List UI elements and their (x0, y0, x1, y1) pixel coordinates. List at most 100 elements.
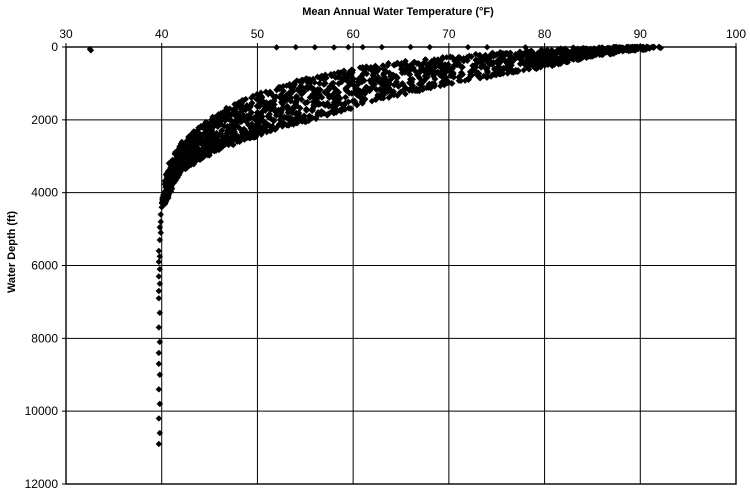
data-point (249, 92, 257, 100)
data-point (527, 49, 534, 56)
data-point (497, 53, 505, 61)
data-point (334, 69, 342, 76)
data-point (318, 93, 326, 101)
data-point (223, 133, 231, 141)
data-point (343, 77, 351, 85)
data-point (379, 62, 387, 70)
data-point (262, 88, 270, 96)
data-point (501, 57, 509, 65)
data-point (225, 115, 233, 123)
data-point (410, 58, 418, 66)
data-point (245, 121, 252, 129)
data-point (155, 360, 163, 368)
data-point (267, 99, 274, 107)
data-point (166, 171, 174, 178)
data-point (349, 75, 357, 83)
data-point (393, 60, 400, 68)
data-point (211, 147, 218, 155)
data-point (564, 58, 571, 66)
data-point (267, 89, 275, 97)
data-point (296, 116, 303, 124)
data-point (223, 129, 231, 137)
data-point (418, 61, 426, 69)
data-point (443, 54, 450, 61)
data-point (168, 158, 176, 165)
data-point (287, 97, 295, 105)
data-point (443, 66, 450, 74)
data-point (239, 127, 247, 135)
data-point (538, 46, 545, 53)
data-point (504, 70, 511, 77)
data-point (221, 117, 229, 125)
data-point (383, 62, 391, 69)
data-point (279, 123, 286, 130)
x-tick-label: 100 (726, 27, 746, 41)
data-point (374, 73, 382, 81)
data-point (392, 80, 399, 88)
data-point (249, 126, 257, 134)
data-point (344, 98, 352, 106)
data-point (321, 88, 329, 96)
data-point (218, 132, 225, 139)
data-point (637, 45, 644, 52)
data-point (609, 50, 616, 57)
data-point (322, 72, 329, 79)
data-point (285, 122, 293, 129)
data-point (242, 135, 249, 142)
data-point (368, 84, 376, 92)
data-point (211, 131, 218, 139)
data-point (176, 169, 184, 176)
data-point (337, 108, 345, 115)
data-point (387, 92, 394, 100)
data-point (481, 51, 489, 59)
data-point (467, 71, 475, 79)
data-point (377, 87, 385, 95)
data-point (288, 109, 296, 117)
data-point (409, 75, 416, 83)
x-tick-label: 60 (346, 27, 360, 41)
data-point (420, 77, 428, 85)
data-point (520, 66, 527, 74)
data-point (238, 118, 245, 126)
data-point (184, 145, 192, 153)
data-point (354, 85, 362, 93)
data-point (423, 73, 431, 81)
data-point (221, 112, 229, 120)
data-point (437, 60, 445, 68)
data-point (318, 109, 325, 117)
data-point (474, 69, 482, 77)
data-point (537, 64, 544, 71)
data-point (325, 110, 333, 117)
data-point (257, 89, 265, 96)
data-point (194, 145, 202, 153)
data-point (489, 49, 496, 56)
plot-area (65, 46, 737, 485)
data-point (501, 51, 509, 59)
data-point (476, 74, 483, 82)
data-point (160, 198, 167, 206)
data-point (253, 112, 261, 120)
data-point (243, 112, 251, 120)
data-point (363, 63, 370, 70)
data-point (286, 81, 293, 88)
data-point (155, 386, 163, 393)
data-point (218, 139, 226, 147)
data-point (353, 101, 361, 109)
data-point (157, 218, 164, 225)
data-point (422, 56, 429, 63)
data-point (254, 120, 261, 127)
data-point (218, 127, 226, 134)
data-point (279, 87, 287, 95)
data-point (356, 64, 364, 71)
data-point (592, 48, 600, 56)
data-point (510, 69, 517, 76)
data-point (473, 58, 481, 66)
data-point (516, 48, 524, 55)
data-point (213, 129, 220, 137)
data-point (158, 204, 165, 211)
data-point (465, 52, 473, 60)
data-point (439, 54, 446, 61)
data-point (302, 105, 310, 113)
data-point (497, 49, 504, 57)
data-point (376, 78, 384, 86)
